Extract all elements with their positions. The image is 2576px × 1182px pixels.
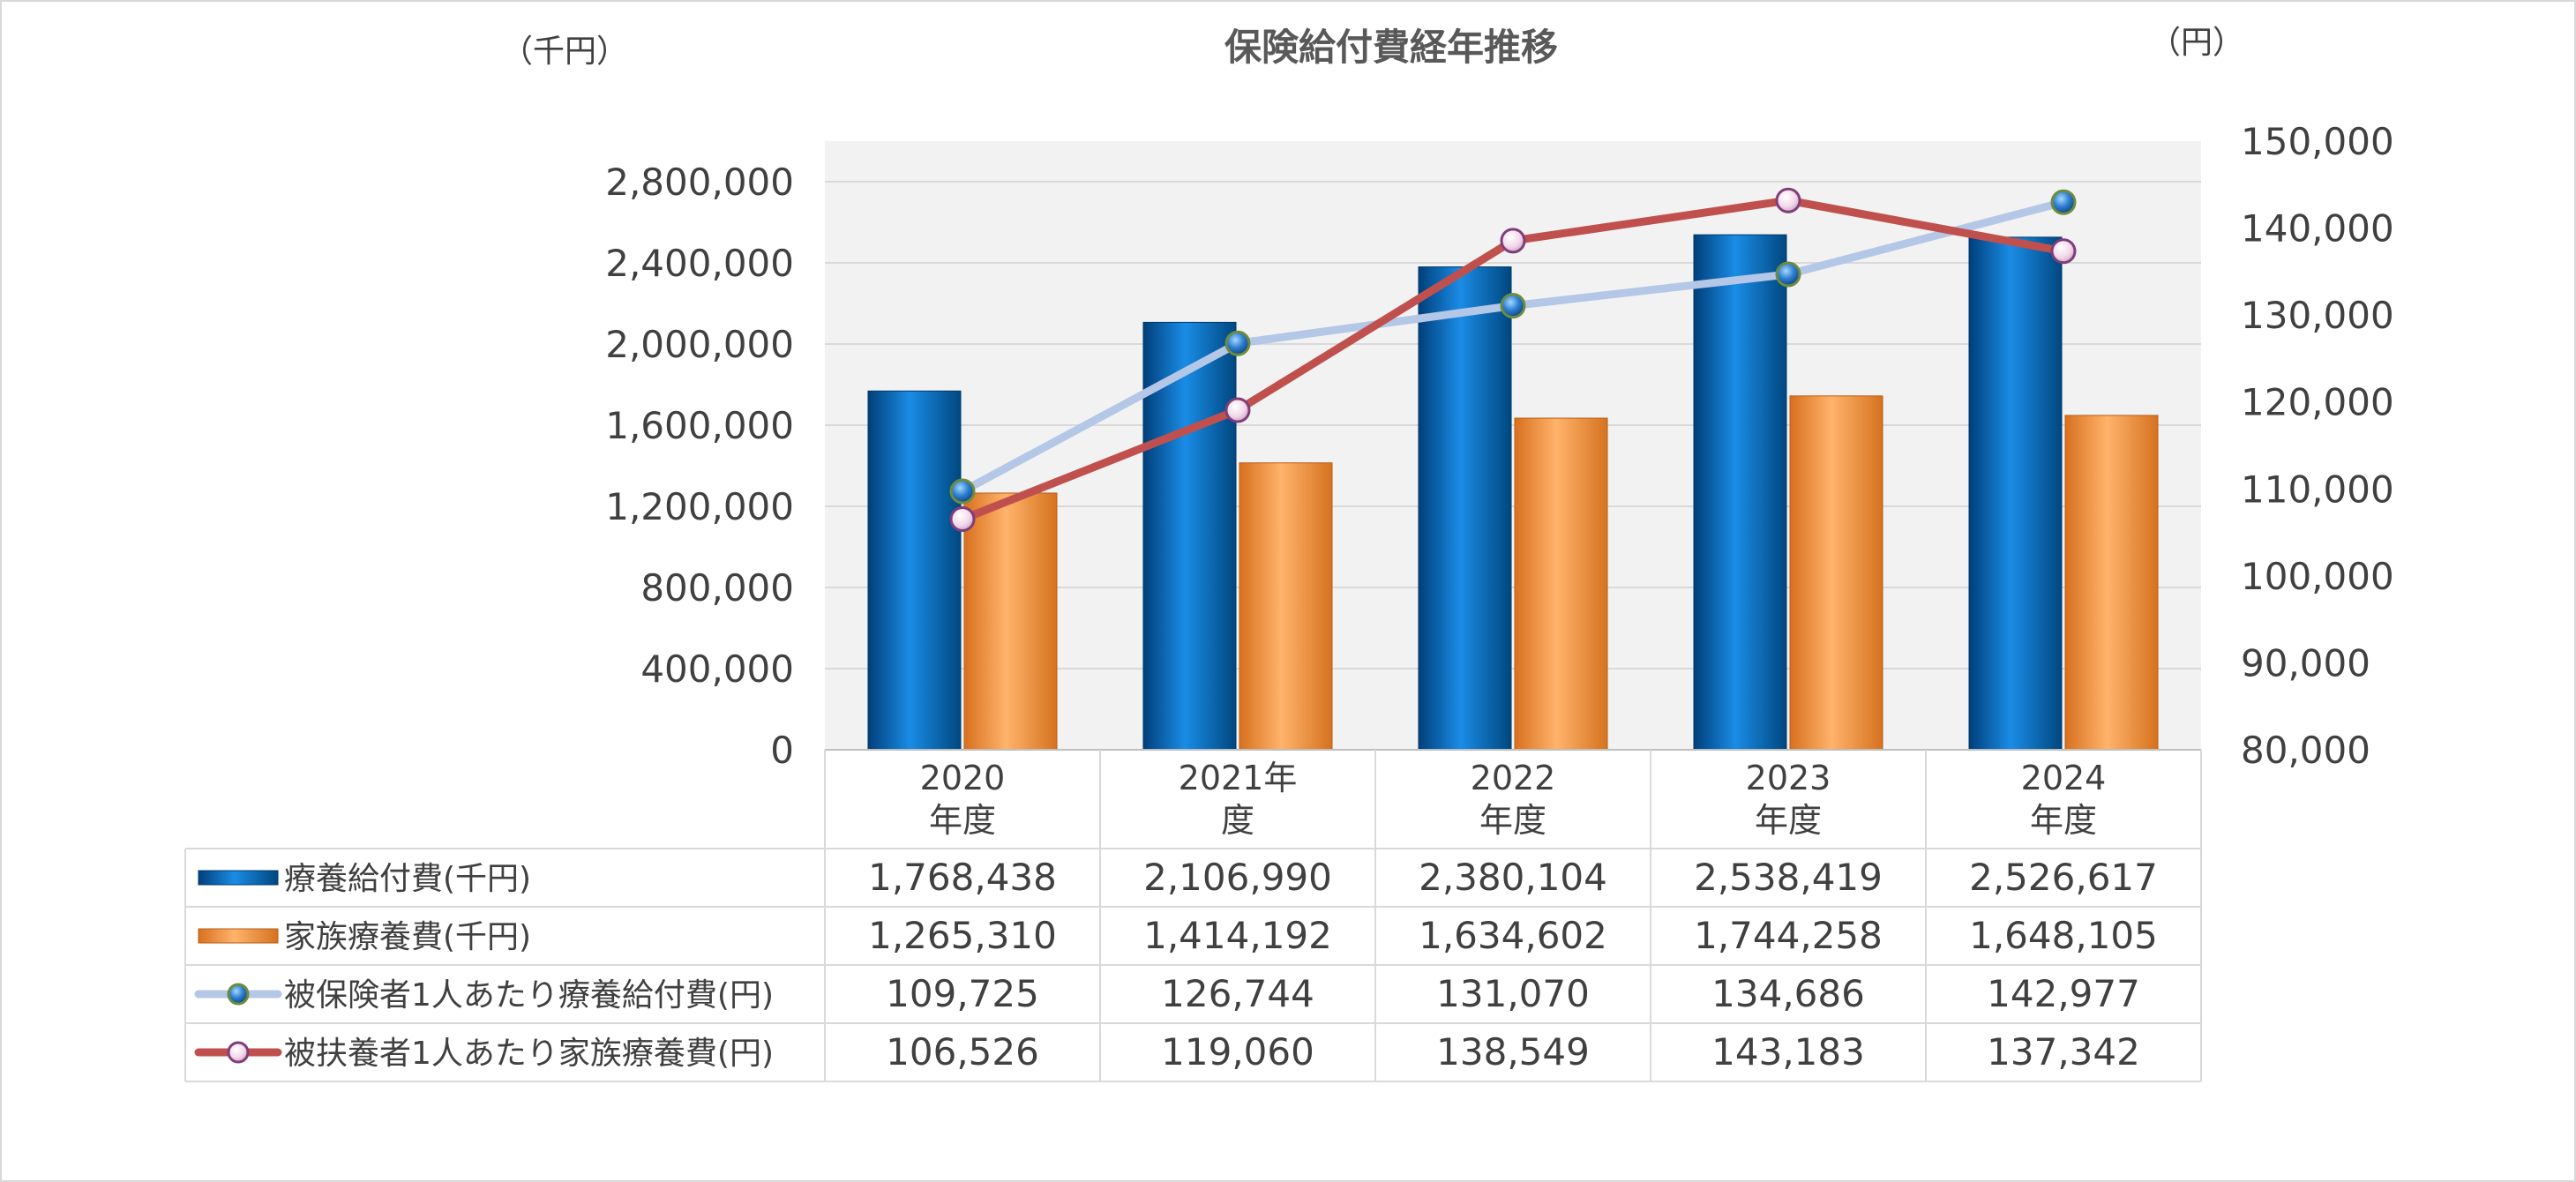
data-table-value: 106,526 — [886, 1030, 1039, 1074]
bar-medical-benefit-4 — [1968, 236, 2063, 751]
legend-key-marker — [227, 1041, 250, 1064]
left-axis-unit: （千円） — [501, 34, 628, 70]
data-table-value: 143,183 — [1711, 1030, 1865, 1074]
right-tick-label: 80,000 — [2241, 729, 2370, 772]
category-label-line: 年度 — [1479, 801, 1546, 840]
left-tick-label: 0 — [770, 729, 794, 772]
series-name: 被保険者1人あたり療養給付費(円) — [284, 977, 774, 1014]
chart-title: 保険給付費経年推移 — [1224, 26, 1558, 69]
data-table-value: 142,977 — [1987, 972, 2140, 1015]
right-axis-unit: （円） — [2149, 25, 2244, 61]
right-tick-label: 110,000 — [2241, 468, 2394, 511]
category-label: 2023 年度 — [1746, 759, 1831, 840]
data-table-value: 1,744,258 — [1694, 914, 1883, 957]
bar-medical-benefit-3 — [1693, 234, 1787, 751]
legend-key-marker — [227, 983, 250, 1006]
category-label-line: 2020 — [920, 759, 1006, 797]
line-point-dependent-3 — [1775, 187, 1801, 213]
category-label-line: 年度 — [929, 801, 996, 840]
line-point-dependent-2 — [1500, 228, 1526, 254]
data-table-value: 109,725 — [886, 972, 1039, 1015]
data-table-value: 137,342 — [1987, 1030, 2140, 1074]
category-label-line: 年度 — [1755, 801, 1822, 840]
left-tick-label: 400,000 — [640, 647, 794, 691]
category-label-line: 年度 — [2030, 801, 2097, 840]
data-table-value: 2,538,419 — [1694, 856, 1883, 899]
bar-family-medical-4 — [2064, 415, 2159, 751]
right-tick-label: 140,000 — [2241, 207, 2394, 251]
data-table-value: 138,549 — [1436, 1030, 1590, 1074]
bar-medical-benefit-0 — [867, 390, 962, 751]
data-table-value: 1,768,438 — [868, 856, 1057, 899]
bar-medical-benefit-2 — [1418, 266, 1512, 751]
category-label-line: 2021年 — [1179, 759, 1298, 797]
bar-layer — [867, 234, 2159, 751]
right-tick-label: 120,000 — [2241, 381, 2394, 424]
series-name: 家族療養費(千円) — [284, 919, 531, 955]
bar-family-medical-0 — [963, 492, 1058, 751]
category-label: 2024 年度 — [2021, 759, 2107, 840]
line-point-insured-1 — [1224, 330, 1251, 356]
bar-family-medical-2 — [1514, 417, 1608, 751]
data-table-value: 134,686 — [1711, 972, 1865, 1015]
left-tick-label: 2,800,000 — [605, 161, 794, 204]
left-tick-label: 800,000 — [640, 566, 794, 610]
category-label-line: 度 — [1221, 801, 1254, 840]
category-label-line: 2022 — [1471, 759, 1556, 797]
series-name: 療養給付費(千円) — [284, 861, 531, 897]
legend-key-bar — [198, 928, 279, 944]
left-tick-label: 2,000,000 — [605, 323, 794, 366]
right-tick-label: 150,000 — [2241, 120, 2394, 163]
data-table-value: 1,265,310 — [868, 914, 1057, 957]
right-tick-label: 90,000 — [2241, 641, 2370, 685]
bar-family-medical-1 — [1239, 462, 1333, 751]
series-name: 被扶養者1人あたり家族療養費(円) — [284, 1036, 774, 1072]
left-tick-label: 2,400,000 — [605, 242, 794, 285]
category-label: 2022 年度 — [1471, 759, 1556, 840]
category-label-line: 2024 — [2021, 759, 2107, 797]
line-point-insured-2 — [1500, 293, 1526, 319]
data-table-value: 2,380,104 — [1419, 856, 1607, 899]
data-table-value: 1,414,192 — [1143, 914, 1332, 957]
category-label: 2021年度 — [1179, 759, 1298, 840]
line-point-dependent-4 — [2050, 238, 2077, 265]
legend-key-bar — [198, 870, 279, 886]
line-point-insured-4 — [2050, 189, 2077, 215]
data-table-value: 2,106,990 — [1143, 856, 1332, 899]
data-table-value: 126,744 — [1161, 972, 1314, 1015]
left-tick-label: 1,600,000 — [605, 404, 794, 447]
line-point-dependent-1 — [1224, 397, 1251, 423]
left-tick-label: 1,200,000 — [605, 485, 794, 528]
line-layer — [949, 187, 2077, 533]
line-point-insured-3 — [1775, 261, 1801, 288]
category-label-line: 2023 — [1746, 759, 1831, 797]
line-point-insured-0 — [949, 478, 976, 505]
data-table-value: 1,634,602 — [1419, 914, 1607, 957]
category-label: 2020 年度 — [920, 759, 1006, 840]
data-table-value: 1,648,105 — [1969, 914, 2158, 957]
axis-labels: 0 400,000 800,000 1,200,000 1,600,000 2,000,0… — [605, 120, 2393, 772]
bar-family-medical-3 — [1789, 395, 1883, 751]
right-tick-label: 130,000 — [2241, 294, 2394, 337]
line-point-dependent-0 — [949, 506, 976, 533]
data-table-value: 119,060 — [1161, 1030, 1314, 1074]
data-table-value: 2,526,617 — [1969, 856, 2158, 899]
data-table-value: 131,070 — [1436, 972, 1590, 1015]
right-tick-label: 100,000 — [2241, 555, 2394, 598]
